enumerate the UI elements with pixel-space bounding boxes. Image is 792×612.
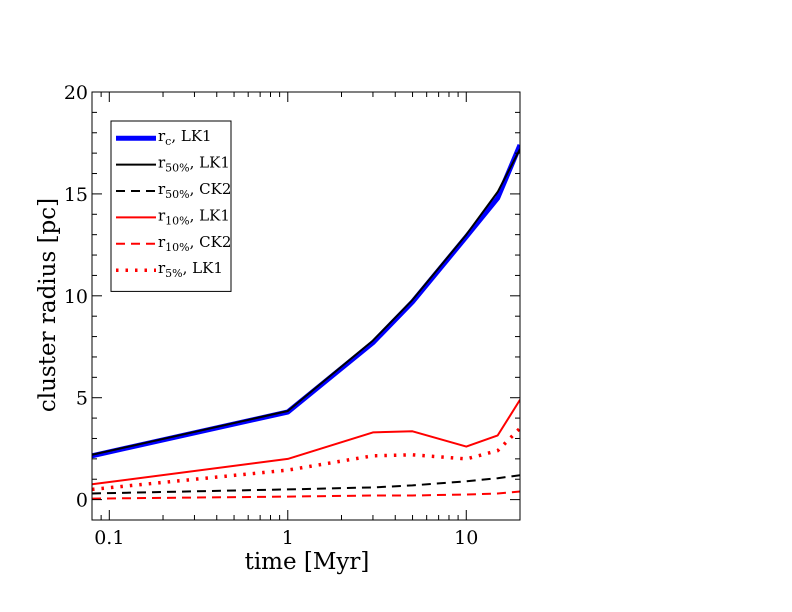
series-line-r10_lk1 bbox=[92, 399, 520, 486]
x-axis-title: time [Myr] bbox=[245, 549, 370, 575]
legend-label-r10_lk1: r10%, LK1 bbox=[158, 206, 230, 227]
y-tick-label: 5 bbox=[76, 388, 88, 410]
legend-label-r50_ck2: r50%, CK2 bbox=[158, 180, 231, 201]
x-tick-label: 10 bbox=[454, 527, 478, 549]
series-line-r5_lk1 bbox=[92, 427, 520, 492]
legend-label-r5_lk1: r5%, LK1 bbox=[158, 259, 223, 280]
x-tick-label: 0.1 bbox=[94, 527, 124, 549]
series-layer bbox=[92, 144, 520, 500]
y-tick-label: 15 bbox=[64, 184, 88, 206]
series-line-r50_ck2 bbox=[92, 474, 520, 495]
series-line-r10_ck2 bbox=[92, 490, 520, 500]
ticks: 0.1 1 10 0 5 10 15 20 bbox=[64, 82, 521, 549]
legend-label-r10_ck2: r10%, CK2 bbox=[158, 233, 231, 254]
y-axis-title: cluster radius [pc] bbox=[35, 198, 61, 412]
legend-label-rc_lk1: rc, LK1 bbox=[158, 127, 212, 148]
legend-box bbox=[110, 120, 232, 292]
plot-frame bbox=[91, 91, 521, 521]
legend: rc, LK1 r50%, LK1 r50%, CK2 r10%, LK1 r10%, … bbox=[110, 120, 232, 292]
legend-label-r50_lk1: r50%, LK1 bbox=[158, 154, 230, 175]
y-tick-label: 0 bbox=[76, 490, 88, 512]
axes-frame bbox=[91, 91, 521, 521]
y-tick-label: 20 bbox=[64, 82, 88, 104]
series-line-r50_lk1 bbox=[92, 148, 520, 456]
y-tick-label: 10 bbox=[64, 286, 88, 308]
x-tick-label: 1 bbox=[282, 527, 294, 549]
